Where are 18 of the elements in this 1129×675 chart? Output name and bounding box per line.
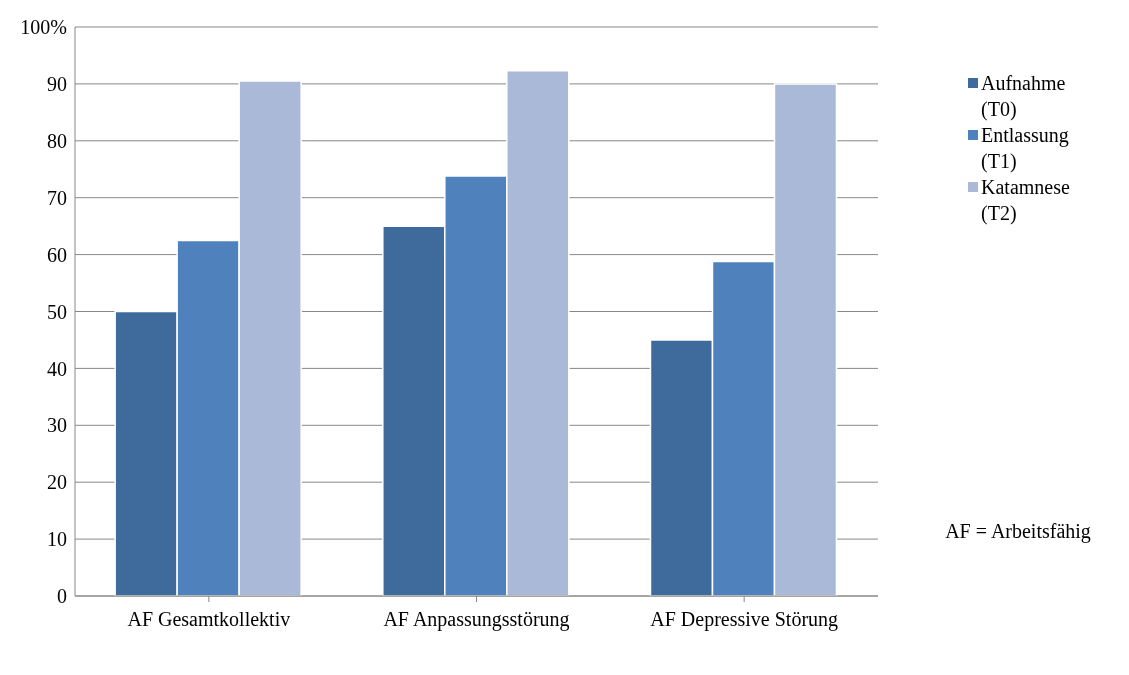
x-tick-label: AF Anpassungsstörung	[383, 608, 570, 632]
y-tick-label: 50	[47, 300, 67, 323]
x-tick-label: AF Gesamtkollektiv	[127, 608, 291, 631]
legend-label: Katamnese (T2)	[981, 175, 1071, 226]
y-tick-label: 20	[47, 471, 67, 494]
y-tick-label: 30	[47, 414, 67, 437]
y-tick-label: 80	[47, 129, 67, 152]
legend-label: Entlassung (T1)	[981, 123, 1070, 174]
x-tick-label: AF Depressive Störung	[650, 608, 839, 632]
y-tick-label: 100%	[20, 16, 67, 39]
y-tick-label: 10	[47, 528, 67, 551]
y-tick-label: 70	[47, 186, 67, 209]
y-tick-label: 60	[47, 243, 67, 266]
y-tick-label: 40	[47, 357, 67, 380]
y-tick-label: 90	[47, 73, 67, 95]
legend-label: Aufnahme (T0)	[981, 71, 1067, 122]
y-tick-label: 0	[57, 585, 67, 608]
text: AF = Arbeitsfähig	[944, 519, 1092, 545]
